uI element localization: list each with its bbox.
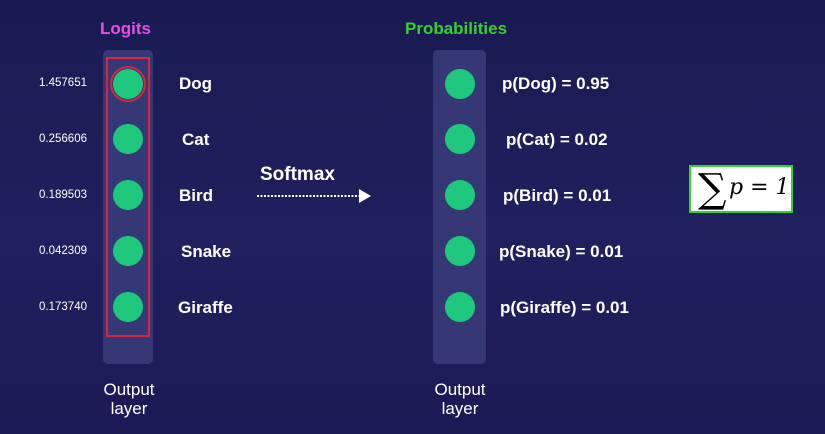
logit-node-giraffe bbox=[113, 292, 143, 322]
highlight-ring bbox=[110, 66, 146, 102]
class-label-cat: Cat bbox=[182, 130, 210, 149]
logit-node-dog bbox=[113, 69, 143, 99]
class-label-bird: Bird bbox=[179, 186, 213, 205]
logit-node-cat bbox=[113, 124, 143, 154]
softmax-arrow-icon bbox=[257, 189, 371, 203]
logit-value-bird: 0.189503 bbox=[39, 189, 87, 201]
logits-highlight-box bbox=[106, 57, 150, 337]
softmax-label: Softmax bbox=[260, 164, 335, 185]
formula-text: p = 1 bbox=[729, 175, 790, 200]
prob-text-cat: p(Cat) = 0.02 bbox=[506, 130, 608, 149]
prob-text-bird: p(Bird) = 0.01 bbox=[503, 186, 612, 205]
logit-node-snake bbox=[113, 236, 143, 266]
class-label-snake: Snake bbox=[181, 242, 232, 261]
prob-node-dog bbox=[445, 69, 475, 99]
output-layer-label-right: Output layer bbox=[434, 380, 486, 418]
class-label-giraffe: Giraffe bbox=[178, 298, 233, 317]
logit-value-cat: 0.256606 bbox=[39, 133, 87, 145]
prob-node-bird bbox=[445, 180, 475, 210]
prob-node-giraffe bbox=[445, 292, 475, 322]
logit-value-dog: 1.457651 bbox=[39, 77, 87, 89]
logit-value-giraffe: 0.173740 bbox=[39, 301, 87, 313]
logit-node-bird bbox=[113, 180, 143, 210]
logits-title: Logits bbox=[100, 19, 151, 38]
logit-value-snake: 0.042309 bbox=[39, 245, 87, 257]
output-layer-label-left: Output layer bbox=[103, 380, 155, 418]
sum-probabilities-formula: ∑ p = 1 bbox=[689, 165, 793, 213]
sigma-icon: ∑ bbox=[698, 166, 727, 212]
prob-text-giraffe: p(Giraffe) = 0.01 bbox=[500, 298, 629, 317]
prob-node-cat bbox=[445, 124, 475, 154]
prob-node-snake bbox=[445, 236, 475, 266]
class-label-dog: Dog bbox=[179, 74, 213, 93]
prob-text-snake: p(Snake) = 0.01 bbox=[499, 242, 624, 261]
prob-text-dog: p(Dog) = 0.95 bbox=[502, 74, 610, 93]
probabilities-title: Probabilities bbox=[405, 19, 508, 38]
